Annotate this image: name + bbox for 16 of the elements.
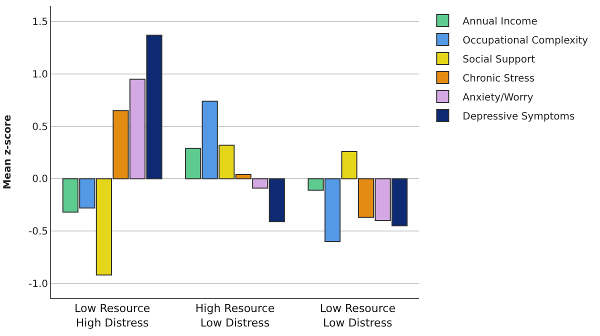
x-tick-label: High Resource Low Distress — [195, 302, 275, 330]
legend-label: Occupational Complexity — [462, 35, 588, 46]
legend-label: Depressive Symptoms — [462, 111, 575, 122]
y-tick-label: 0.5 — [32, 122, 48, 133]
x-tick-label: Low Resource Low Distress — [320, 302, 396, 330]
y-tick-label: 0.0 — [32, 174, 48, 186]
y-tick-label: 1.5 — [32, 17, 48, 28]
y-tick-label: -1.0 — [28, 278, 48, 290]
x-tick-label: Low Resource High Distress — [74, 302, 150, 330]
legend-label: Anxiety/Worry — [462, 92, 534, 104]
y-tick-label: -0.5 — [28, 226, 48, 238]
legend-label: Annual Income — [462, 16, 538, 28]
legend-label: Social Support — [462, 54, 536, 66]
legend-label: Chronic Stress — [462, 73, 535, 84]
y-tick-label: 1.0 — [32, 70, 48, 81]
y-axis-title: Mean z-score — [2, 114, 14, 190]
